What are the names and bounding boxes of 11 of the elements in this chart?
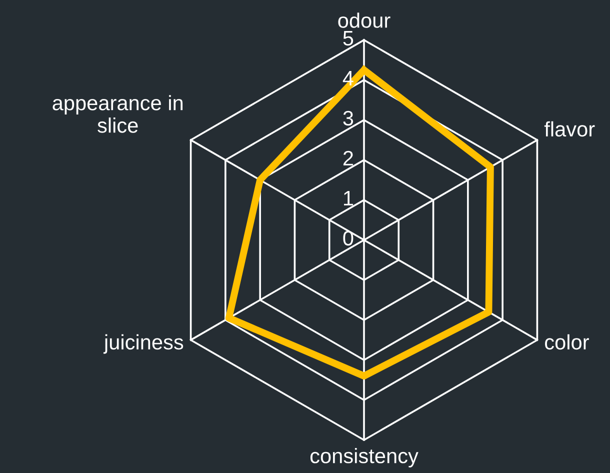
spoke-label: odour — [338, 12, 390, 28]
y-tick-label: 1 — [344, 191, 353, 206]
y-tick-label: 4 — [342, 71, 354, 86]
y-tick-label: 5 — [343, 31, 354, 46]
spoke-label: juiciness — [103, 334, 184, 354]
y-tick-label: 3 — [343, 110, 354, 126]
spoke-label: consistency — [310, 448, 418, 468]
spoke-label: appearance in slice — [52, 95, 183, 133]
spoke-label: color — [545, 334, 589, 350]
spoke-label: flavor — [544, 121, 595, 137]
y-tick-label: 2 — [343, 150, 353, 166]
